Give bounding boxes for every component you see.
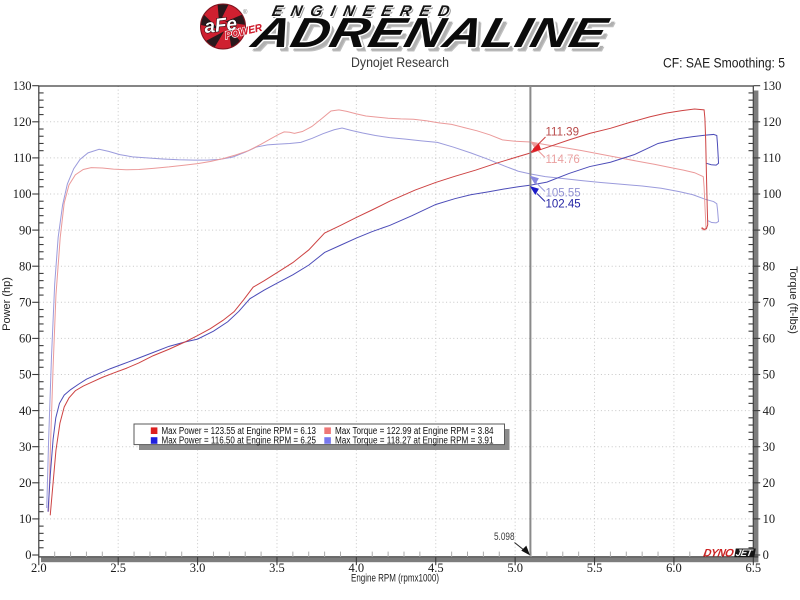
svg-text:®: ® xyxy=(243,9,248,16)
svg-text:Max Torque = 118.27 at Engine: Max Torque = 118.27 at Engine RPM = 3.91 xyxy=(335,436,494,447)
svg-text:30: 30 xyxy=(19,440,32,454)
svg-text:2.0: 2.0 xyxy=(31,561,47,575)
svg-text:20: 20 xyxy=(19,476,32,490)
svg-text:90: 90 xyxy=(763,223,776,237)
svg-text:130: 130 xyxy=(13,79,32,93)
svg-text:120: 120 xyxy=(763,115,782,129)
svg-text:3.5: 3.5 xyxy=(269,561,285,575)
svg-text:6.0: 6.0 xyxy=(666,561,682,575)
svg-text:60: 60 xyxy=(19,332,32,346)
svg-text:JET: JET xyxy=(735,548,754,559)
svg-text:130: 130 xyxy=(763,79,782,93)
svg-text:Dynojet Research: Dynojet Research xyxy=(351,55,449,70)
svg-text:3.0: 3.0 xyxy=(190,561,206,575)
svg-text:120: 120 xyxy=(13,115,32,129)
svg-text:50: 50 xyxy=(763,368,776,382)
svg-text:100: 100 xyxy=(763,187,782,201)
svg-text:105.55: 105.55 xyxy=(546,188,581,200)
svg-text:Max Power = 123.55 at Engine R: Max Power = 123.55 at Engine RPM = 6.13 xyxy=(162,426,317,437)
svg-text:4.5: 4.5 xyxy=(428,561,444,575)
svg-text:DYNO: DYNO xyxy=(702,548,735,560)
svg-text:100: 100 xyxy=(13,187,32,201)
svg-text:5.098: 5.098 xyxy=(494,531,515,543)
svg-text:10: 10 xyxy=(763,512,776,526)
svg-text:2.5: 2.5 xyxy=(110,561,126,575)
svg-text:6.5: 6.5 xyxy=(745,561,761,575)
svg-text:Engine RPM (rpmx1000): Engine RPM (rpmx1000) xyxy=(351,573,439,585)
svg-text:111.39: 111.39 xyxy=(546,127,579,139)
svg-text:10: 10 xyxy=(19,512,32,526)
svg-text:70: 70 xyxy=(19,296,32,310)
svg-text:20: 20 xyxy=(763,476,776,490)
svg-text:5.0: 5.0 xyxy=(507,561,523,575)
svg-text:90: 90 xyxy=(19,223,32,237)
svg-text:4.0: 4.0 xyxy=(349,561,365,575)
svg-text:80: 80 xyxy=(763,259,776,273)
svg-text:80: 80 xyxy=(19,259,32,273)
svg-text:50: 50 xyxy=(19,368,32,382)
svg-text:Torque (ft-lbs): Torque (ft-lbs) xyxy=(787,266,799,334)
svg-text:CF: SAE Smoothing: 5: CF: SAE Smoothing: 5 xyxy=(663,56,785,71)
svg-text:Max Power = 116.50 at Engine R: Max Power = 116.50 at Engine RPM = 6.25 xyxy=(162,436,317,447)
svg-text:110: 110 xyxy=(763,151,781,165)
svg-text:aFe: aFe xyxy=(203,14,238,38)
svg-text:60: 60 xyxy=(763,332,776,346)
svg-text:110: 110 xyxy=(13,151,31,165)
svg-text:114.76: 114.76 xyxy=(546,154,580,166)
svg-text:102.45: 102.45 xyxy=(546,199,581,211)
svg-text:Max Torque = 122.99 at Engine: Max Torque = 122.99 at Engine RPM = 3.84 xyxy=(335,426,494,437)
svg-text:40: 40 xyxy=(19,404,32,418)
svg-text:Power (hp): Power (hp) xyxy=(1,277,13,331)
svg-text:0: 0 xyxy=(25,548,31,562)
svg-text:40: 40 xyxy=(763,404,776,418)
svg-text:0: 0 xyxy=(763,548,769,562)
svg-text:30: 30 xyxy=(763,440,776,454)
svg-text:5.5: 5.5 xyxy=(587,561,603,575)
svg-text:70: 70 xyxy=(763,296,776,310)
